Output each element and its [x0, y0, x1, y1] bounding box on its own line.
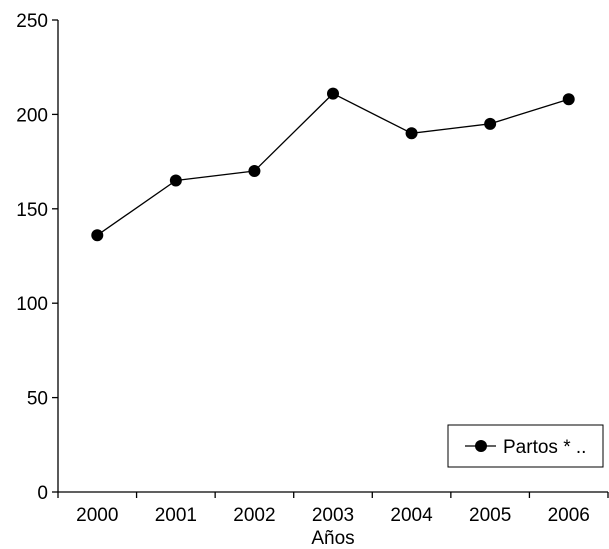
- y-tick-label-250: 250: [16, 11, 48, 32]
- legend-marker: [475, 440, 487, 452]
- x-tick-label-2004: 2004: [390, 505, 433, 526]
- data-point-2000: [91, 229, 104, 242]
- series: [91, 87, 575, 242]
- x-ticks: 2000 2001 2002 2003 2004 2005 2006: [57, 492, 609, 526]
- x-tick-label-2003: 2003: [312, 505, 354, 526]
- series-line: [96, 92, 569, 236]
- x-tick-label-2006: 2006: [548, 505, 590, 526]
- y-ticks: 0 50 100 150 200 250: [16, 11, 58, 504]
- y-tick-label-0: 0: [37, 483, 48, 504]
- data-point-2006: [562, 93, 575, 106]
- axes: [57, 20, 608, 493]
- x-axis-title: Años: [311, 528, 354, 549]
- data-point-2003: [327, 87, 339, 100]
- y-tick-label-200: 200: [16, 105, 48, 126]
- x-tick-label-2000: 2000: [76, 505, 118, 526]
- data-point-2002: [248, 165, 261, 178]
- x-tick-label-2002: 2002: [233, 505, 275, 526]
- legend: Partos * ..: [447, 424, 604, 468]
- data-point-2004: [405, 127, 418, 140]
- data-point-2005: [484, 117, 497, 130]
- y-tick-label-100: 100: [16, 294, 48, 315]
- legend-label: Partos * ..: [503, 437, 586, 458]
- y-tick-label-50: 50: [27, 389, 48, 410]
- y-tick-label-150: 150: [16, 200, 48, 221]
- data-point-2001: [169, 174, 182, 187]
- x-tick-label-2001: 2001: [155, 505, 197, 526]
- x-tick-label-2005: 2005: [469, 505, 511, 526]
